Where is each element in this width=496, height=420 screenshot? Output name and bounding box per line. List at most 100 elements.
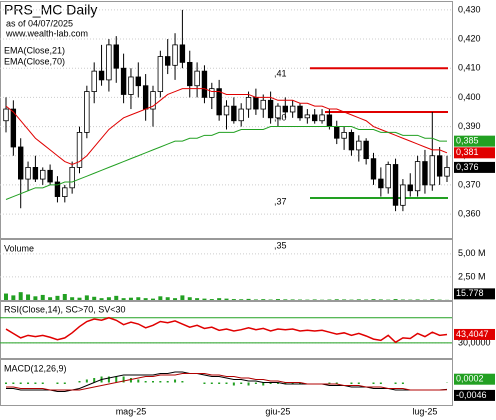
volume-bar [114, 295, 119, 300]
histogram-bar [93, 378, 96, 383]
volume-bar [378, 299, 383, 300]
histogram-bar [379, 382, 382, 384]
ema-line [5, 126, 447, 200]
volume-bar [356, 299, 361, 300]
y-tick-label: 0,360 [458, 208, 481, 218]
histogram-bar [394, 382, 397, 384]
volume-bar [290, 299, 295, 300]
candle-body [54, 181, 61, 197]
candle-body [40, 169, 46, 180]
candle-body [142, 85, 149, 110]
candle-body [231, 105, 237, 122]
histogram-bar [181, 381, 184, 383]
candle-body [385, 164, 391, 189]
volume-bar [77, 297, 82, 300]
candle-body [436, 155, 443, 177]
candle-body [392, 164, 399, 206]
histogram-bar [232, 382, 235, 386]
histogram-bar [203, 382, 206, 384]
histogram-bar [115, 376, 118, 383]
annotation: ,35 [274, 240, 287, 250]
candle-body [356, 140, 362, 151]
y-tick-label: 2,50 M [458, 271, 486, 281]
y-tick-label: 0,370 [458, 179, 481, 189]
candle-body [209, 88, 215, 98]
candle-body [135, 76, 141, 87]
candle-body [25, 167, 31, 180]
candle-body [17, 146, 24, 180]
candle-body [84, 91, 90, 133]
volume-bar [121, 298, 126, 300]
candle-body [106, 44, 112, 81]
histogram-bar [63, 382, 66, 384]
candle-body [98, 70, 105, 81]
volume-bar [99, 298, 104, 300]
candle-body [120, 67, 127, 95]
candle-body [32, 167, 39, 180]
subtitle: as of 04/07/2025 [6, 18, 73, 28]
histogram-bar [328, 382, 331, 384]
candle-body [429, 155, 435, 186]
candle-body [187, 61, 193, 87]
candle-body [275, 105, 281, 119]
candle-body [319, 114, 325, 122]
volume-bar [40, 294, 45, 300]
ema-label: 0,385 [456, 136, 479, 146]
histogram-bar [401, 382, 404, 384]
histogram-bar [269, 382, 272, 384]
histogram-bar [276, 382, 279, 384]
histogram-box [454, 373, 495, 385]
volume-bar [11, 295, 16, 300]
annotation: ,41 [274, 68, 287, 78]
histogram-bar [254, 382, 257, 384]
panel-title: RSI(Close,14), SC>70, SV<30 [4, 304, 126, 314]
x-tick-label: mag-25 [116, 406, 147, 416]
volume-bar [342, 299, 347, 300]
y-tick-label: 0,390 [458, 121, 481, 131]
volume-bar [393, 299, 398, 300]
candle-body [363, 140, 369, 160]
histogram-bar [137, 379, 140, 383]
volume-bar [202, 298, 207, 300]
volume-bar [26, 294, 31, 300]
histogram-bar [284, 382, 287, 384]
histogram-bar [34, 382, 37, 384]
volume-bar [4, 293, 8, 300]
histogram-bar [262, 382, 265, 386]
candle-body [223, 105, 230, 116]
volume-bar [312, 299, 317, 300]
histogram-bar [350, 382, 353, 384]
candle-body [128, 76, 134, 95]
volume-bar [239, 299, 244, 300]
volume-bar [224, 298, 229, 300]
x-tick-label: giu-25 [265, 406, 290, 416]
candle-body [282, 105, 288, 113]
candle-body [216, 88, 222, 116]
histogram-bar [85, 379, 88, 383]
histogram-label: 0,0002 [456, 374, 484, 384]
y-tick-label: 0,420 [458, 33, 481, 43]
ema-box [454, 147, 495, 159]
candle-body [164, 56, 171, 66]
volume-bar [70, 297, 75, 300]
histogram-bar [218, 382, 221, 384]
histogram-bar [27, 382, 30, 384]
volume-bar [371, 299, 376, 300]
candle-body [194, 70, 200, 87]
volume-bar [92, 296, 97, 300]
volume-bar [253, 299, 258, 300]
volume-bar [430, 299, 435, 300]
candle-body [47, 169, 53, 183]
candle-body [3, 108, 9, 122]
macd-label: -0,0046 [456, 390, 487, 400]
histogram-bar [166, 381, 169, 383]
price-panel [0, 1, 453, 239]
volume-box [454, 288, 495, 300]
volume-bar [143, 298, 148, 300]
candle-body [414, 161, 421, 192]
volume-bar [106, 297, 111, 300]
chart-title: PRS_MC Daily [4, 2, 97, 18]
candle-body [370, 158, 377, 180]
